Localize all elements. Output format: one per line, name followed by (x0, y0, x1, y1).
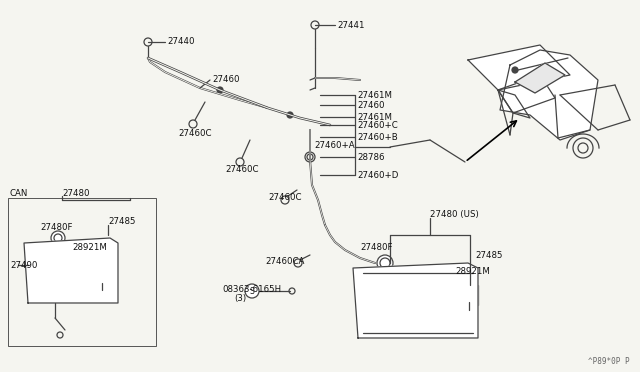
Text: 27485: 27485 (108, 218, 136, 227)
Bar (94, 268, 110, 286)
Text: 28921M: 28921M (72, 243, 107, 251)
Text: 27460: 27460 (212, 74, 239, 83)
Text: 27460+D: 27460+D (357, 170, 398, 180)
Polygon shape (498, 75, 555, 113)
Text: (3): (3) (234, 294, 246, 302)
Text: 08363-6165H: 08363-6165H (222, 285, 281, 294)
Text: 27441: 27441 (337, 20, 365, 29)
Polygon shape (468, 45, 570, 90)
Circle shape (462, 288, 476, 302)
Text: 27480F: 27480F (360, 243, 392, 251)
Text: 27460C: 27460C (178, 128, 211, 138)
Text: 27480F: 27480F (40, 224, 72, 232)
Bar (460, 285, 478, 305)
Polygon shape (24, 238, 118, 303)
Text: 27461M: 27461M (357, 112, 392, 122)
Text: 27460+C: 27460+C (357, 121, 397, 129)
Circle shape (51, 231, 65, 245)
Text: 27460C: 27460C (268, 193, 301, 202)
Text: CAN: CAN (10, 189, 28, 198)
Text: 27485: 27485 (475, 250, 502, 260)
Text: 27480 (US): 27480 (US) (430, 211, 479, 219)
Text: 27460+A: 27460+A (314, 141, 355, 150)
Text: 27460+B: 27460+B (357, 132, 397, 141)
Polygon shape (353, 263, 478, 338)
Circle shape (287, 112, 293, 118)
Text: 27460: 27460 (357, 100, 385, 109)
Circle shape (217, 87, 223, 93)
Circle shape (377, 255, 393, 271)
Text: ^P89*0P P: ^P89*0P P (588, 357, 630, 366)
Text: 27440: 27440 (167, 38, 195, 46)
Text: 27460C: 27460C (225, 166, 259, 174)
Circle shape (512, 67, 518, 73)
Text: 27480: 27480 (62, 189, 90, 198)
Text: 27490: 27490 (10, 260, 37, 269)
Circle shape (245, 284, 259, 298)
Bar (8, 198, 156, 346)
Text: 27460CA: 27460CA (265, 257, 305, 266)
Polygon shape (500, 50, 598, 140)
Circle shape (96, 271, 108, 283)
Text: 28786: 28786 (357, 153, 385, 161)
Text: 27461M: 27461M (357, 90, 392, 99)
Text: S: S (250, 286, 254, 295)
Polygon shape (515, 63, 565, 93)
Text: 28921M: 28921M (455, 267, 490, 276)
